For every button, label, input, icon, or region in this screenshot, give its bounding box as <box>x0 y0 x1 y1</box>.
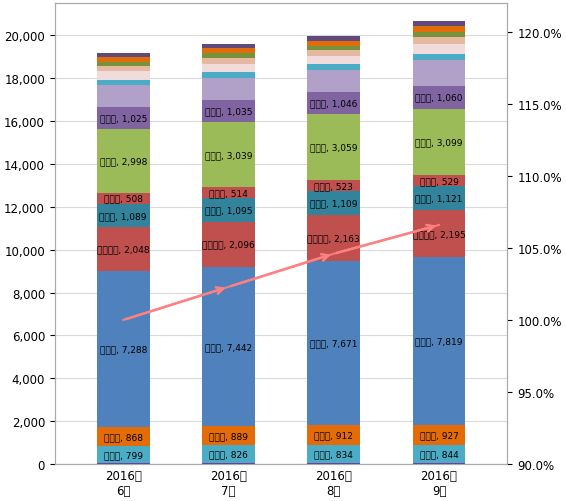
Text: 京都府, 508: 京都府, 508 <box>104 194 143 203</box>
Bar <box>413 211 465 258</box>
Bar <box>97 446 149 463</box>
Text: 愛知県, 1,095: 愛知県, 1,095 <box>205 206 252 215</box>
Text: 埼玉県, 834: 埼玉県, 834 <box>314 449 353 458</box>
Text: 東京都, 7,288: 東京都, 7,288 <box>100 345 147 354</box>
Bar <box>307 57 360 65</box>
Text: 京都府, 529: 京都府, 529 <box>419 177 458 186</box>
Bar <box>202 45 255 49</box>
Bar <box>97 86 149 107</box>
Text: 神奈川県, 2,195: 神奈川県, 2,195 <box>413 230 465 239</box>
Bar <box>413 187 465 211</box>
Bar <box>202 101 255 123</box>
Bar <box>202 426 255 445</box>
Bar <box>97 204 149 227</box>
Bar <box>97 63 149 67</box>
Bar <box>307 42 360 47</box>
Bar <box>413 425 465 445</box>
Bar <box>413 175 465 187</box>
Text: 大阪府, 3,039: 大阪府, 3,039 <box>205 151 252 160</box>
Bar <box>307 215 360 262</box>
Text: 愛知県, 1,109: 愛知県, 1,109 <box>310 199 358 208</box>
Bar <box>413 463 465 464</box>
Text: 神奈川県, 2,163: 神奈川県, 2,163 <box>307 234 360 243</box>
Text: 千葉県, 927: 千葉県, 927 <box>419 430 458 439</box>
Bar <box>307 191 360 215</box>
Bar <box>97 193 149 204</box>
Bar <box>307 38 360 42</box>
Bar <box>202 222 255 267</box>
Bar <box>202 463 255 464</box>
Bar <box>202 54 255 59</box>
Text: 兵庫県, 1,046: 兵庫県, 1,046 <box>310 99 358 108</box>
Bar <box>307 51 360 57</box>
Bar <box>202 59 255 65</box>
Bar <box>307 445 360 463</box>
Text: 兵庫県, 1,060: 兵庫県, 1,060 <box>415 94 463 103</box>
Text: 埼玉県, 844: 埼玉県, 844 <box>419 449 458 458</box>
Bar <box>307 71 360 93</box>
Bar <box>413 61 465 87</box>
Bar <box>202 123 255 188</box>
Bar <box>307 115 360 180</box>
Text: 愛知県, 1,089: 愛知県, 1,089 <box>100 211 147 220</box>
Bar <box>97 427 149 446</box>
Text: 愛知県, 1,121: 愛知県, 1,121 <box>415 194 463 203</box>
Text: 兵庫県, 1,035: 兵庫県, 1,035 <box>205 107 252 116</box>
Bar <box>97 58 149 63</box>
Bar <box>202 267 255 426</box>
Bar <box>307 93 360 115</box>
Text: 埼玉県, 799: 埼玉県, 799 <box>104 450 143 459</box>
Text: 京都府, 523: 京都府, 523 <box>314 181 353 190</box>
Bar <box>97 54 149 58</box>
Bar <box>202 188 255 199</box>
Bar <box>307 65 360 71</box>
Bar <box>202 73 255 78</box>
Text: 千葉県, 868: 千葉県, 868 <box>104 432 143 441</box>
Bar <box>413 55 465 61</box>
Bar <box>413 33 465 38</box>
Text: 東京都, 7,671: 東京都, 7,671 <box>310 339 358 348</box>
Bar <box>202 199 255 222</box>
Bar <box>97 67 149 72</box>
Bar <box>413 45 465 55</box>
Bar <box>413 445 465 463</box>
Text: 東京都, 7,819: 東京都, 7,819 <box>415 337 463 346</box>
Bar <box>202 49 255 54</box>
Bar <box>97 272 149 427</box>
Text: 大阪府, 3,059: 大阪府, 3,059 <box>310 143 358 152</box>
Bar <box>307 426 360 445</box>
Bar <box>413 109 465 175</box>
Bar <box>202 65 255 73</box>
Text: 千葉県, 912: 千葉県, 912 <box>314 431 353 440</box>
Bar <box>97 129 149 193</box>
Bar <box>307 463 360 464</box>
Text: 埼玉県, 826: 埼玉県, 826 <box>209 450 248 458</box>
Bar <box>413 258 465 425</box>
Bar <box>307 262 360 426</box>
Bar <box>413 87 465 109</box>
Bar <box>202 445 255 463</box>
Bar <box>202 78 255 101</box>
Text: 神奈川県, 2,096: 神奈川県, 2,096 <box>202 240 255 249</box>
Bar <box>97 463 149 464</box>
Bar <box>97 107 149 129</box>
Bar <box>97 81 149 86</box>
Text: 東京都, 7,442: 東京都, 7,442 <box>205 342 252 351</box>
Bar <box>307 47 360 51</box>
Text: 神奈川県, 2,048: 神奈川県, 2,048 <box>97 245 149 254</box>
Bar <box>97 72 149 81</box>
Text: 兵庫県, 1,025: 兵庫県, 1,025 <box>100 114 147 123</box>
Text: 大阪府, 2,998: 大阪府, 2,998 <box>100 157 147 166</box>
Text: 京都府, 514: 京都府, 514 <box>209 189 248 198</box>
Bar <box>413 22 465 28</box>
Bar <box>307 180 360 191</box>
Text: 大阪府, 3,099: 大阪府, 3,099 <box>415 138 463 147</box>
Text: 千葉県, 889: 千葉県, 889 <box>209 431 248 440</box>
Bar <box>413 28 465 33</box>
Bar <box>97 227 149 272</box>
Bar <box>413 38 465 45</box>
